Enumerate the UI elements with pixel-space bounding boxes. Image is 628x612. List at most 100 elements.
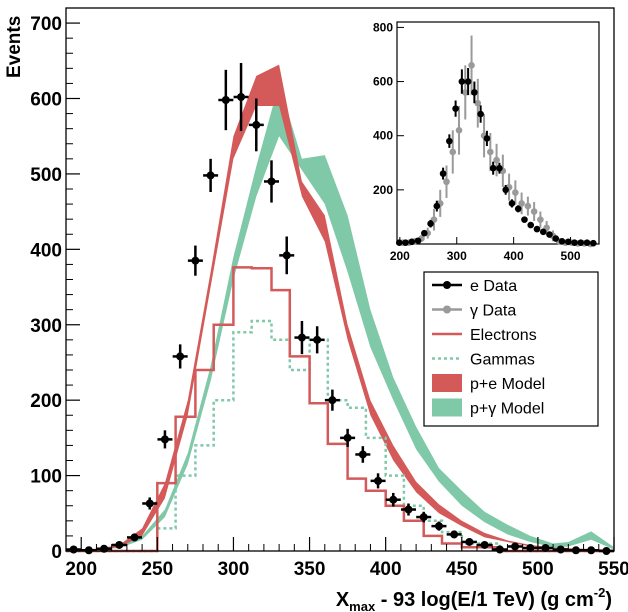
e-data-marker (343, 433, 352, 442)
e-data-marker (176, 352, 185, 361)
inset-gamma-data-marker (512, 189, 519, 196)
inset-e-data-marker (489, 164, 497, 172)
inset-e-data-marker (539, 228, 547, 236)
inset-e-data-marker (421, 229, 428, 237)
x-tick-label: 250 (141, 559, 173, 580)
y-tick-label: 100 (30, 467, 62, 488)
legend-label: e Data (470, 278, 517, 295)
legend-entry-gammas: Gammas (432, 352, 535, 369)
e-data-marker (434, 522, 443, 531)
legend-marker (443, 305, 451, 314)
inset-e-data-marker (533, 225, 541, 233)
x-tick-label: 550 (598, 559, 628, 580)
y-tick-label: 700 (30, 14, 62, 35)
e-data-point (431, 521, 447, 531)
inset-e-data-marker (521, 216, 528, 223)
inset-e-data-marker (583, 239, 591, 246)
inset-e-data-marker (564, 238, 572, 246)
inset-y-tick-label: 200 (373, 183, 393, 197)
inset-gamma-data-marker (468, 62, 475, 69)
inset-e-data-marker (452, 105, 459, 112)
e-data-point (324, 389, 340, 411)
inset-x-tick-label: 300 (447, 249, 467, 263)
e-data-marker (495, 545, 504, 554)
electrons-histogram (66, 266, 614, 553)
e-data-point (568, 546, 584, 555)
e-data-point (157, 430, 173, 449)
p-e-model-band (73, 64, 615, 551)
e-data-point (355, 446, 371, 463)
inset-gamma-data-marker (518, 200, 525, 207)
inset-e-data-point (421, 229, 428, 237)
inset-gamma-data-marker (524, 202, 532, 210)
e-data-marker (297, 333, 306, 342)
inset-gamma-data-marker (530, 208, 538, 215)
inset-gamma-data-point (461, 65, 469, 120)
inset-e-data-point (564, 238, 572, 246)
e-data-point (203, 158, 219, 193)
inset-e-data-point (533, 225, 541, 233)
e-data-point (370, 473, 386, 489)
e-data-point (507, 542, 523, 551)
inset-x-tick-label: 500 (561, 249, 581, 263)
e-data-marker (587, 546, 596, 555)
inset-e-data-marker (408, 238, 416, 246)
legend-label: p+e Model (470, 376, 545, 393)
inset-e-data-marker (558, 237, 566, 245)
inset-e-data-point (496, 162, 503, 174)
inset-gamma-data-marker (474, 99, 482, 107)
e-data-marker (115, 540, 124, 549)
e-data-point (187, 245, 203, 276)
e-data-marker (556, 545, 565, 554)
inset-y-tick-label: 800 (373, 20, 393, 34)
inset-e-data-point (539, 228, 547, 236)
inset-x-tick-label: 200 (390, 249, 410, 263)
e-data-marker (84, 546, 93, 555)
inset-x-tick-label: 400 (504, 249, 524, 263)
e-data-marker (313, 335, 322, 344)
inset-e-data-point (583, 239, 591, 246)
inset-e-data-point (514, 205, 522, 213)
inset-gamma-data-marker (443, 178, 450, 186)
y-tick-label: 600 (30, 90, 62, 111)
legend-entry-e_data: e Data (432, 278, 517, 295)
y-axis-label: Events (4, 16, 25, 78)
e-data-point (309, 326, 325, 354)
legend-label: Electrons (470, 327, 537, 344)
inset-e-data-point (433, 200, 441, 212)
legend-label: γ Data (470, 303, 516, 320)
inset-e-data-marker (514, 205, 522, 213)
x-tick-label: 300 (218, 559, 250, 580)
inset-gamma-data-point (449, 130, 457, 174)
legend-entry-g_data: γ Data (432, 303, 516, 320)
inset-e-data-point (446, 134, 453, 148)
e-data-marker (267, 177, 276, 186)
e-data-point (172, 344, 188, 369)
e-data-point (81, 546, 97, 555)
e-data-point (233, 63, 249, 131)
e-data-marker (511, 542, 520, 551)
inset-e-data-marker (414, 237, 422, 245)
inset-gamma-data-point (537, 211, 544, 228)
legend: e Data γ Data Electrons Gammas p+e Model p+γ … (423, 271, 599, 427)
e-data-point (461, 537, 477, 546)
inset-gamma-data-marker (537, 216, 544, 223)
e-data-marker (526, 543, 535, 552)
inset-e-data-point (590, 239, 597, 247)
inset-e-data-point (408, 238, 416, 246)
inset-gamma-data-point (443, 165, 450, 198)
x-axis-label-superscript: -2 (594, 585, 606, 600)
e-data-marker (130, 533, 139, 542)
e-data-marker (450, 530, 459, 539)
inset-e-data-point (395, 239, 403, 246)
inset-gamma-data-point (518, 192, 525, 215)
inset-e-data-marker (483, 135, 491, 142)
inset-gamma-data-point (524, 196, 532, 216)
x-axis-label-text: - 93 log(E/1 TeV) (g cm (375, 589, 594, 611)
e-data-marker (206, 171, 215, 180)
e-data-point (385, 492, 401, 507)
e-data-marker (282, 251, 291, 260)
inset-e-data-point (471, 81, 478, 104)
inset-e-data-point (571, 239, 578, 246)
